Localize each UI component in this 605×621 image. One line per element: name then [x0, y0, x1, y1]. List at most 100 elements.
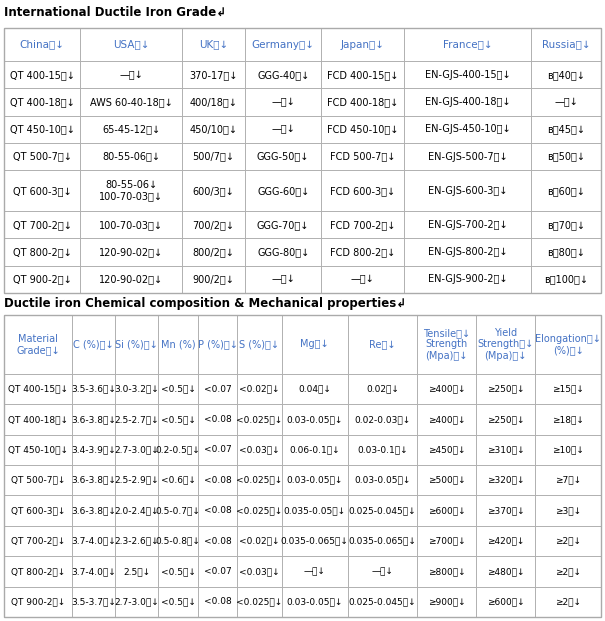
Bar [282, 404, 348, 435]
Bar [535, 526, 601, 556]
Text: ≥250。↓: ≥250。↓ [487, 415, 525, 424]
Bar [158, 315, 198, 374]
Bar [404, 116, 531, 143]
Text: <0.07: <0.07 [204, 445, 231, 455]
Bar [182, 211, 245, 238]
Bar [321, 61, 404, 88]
Bar [348, 315, 417, 374]
Bar [245, 211, 321, 238]
Text: 0.5-0.8。↓: 0.5-0.8。↓ [156, 537, 201, 545]
Text: <0.02。↓: <0.02。↓ [239, 537, 280, 545]
Bar [80, 116, 182, 143]
Text: Russia。↓: Russia。↓ [542, 40, 590, 50]
Bar [182, 28, 245, 61]
Bar [321, 211, 404, 238]
Text: <0.5。↓: <0.5。↓ [161, 415, 195, 424]
Bar [348, 496, 417, 526]
Text: ≥2。↓: ≥2。↓ [555, 597, 581, 606]
Text: QT 450-10。↓: QT 450-10。↓ [10, 124, 74, 134]
Text: ≥370。↓: ≥370。↓ [487, 506, 525, 515]
Text: 2.3-2.6。↓: 2.3-2.6。↓ [114, 537, 159, 545]
Bar [115, 587, 158, 617]
Bar [348, 465, 417, 496]
Text: 900/2。↓: 900/2。↓ [192, 274, 235, 284]
Bar [237, 465, 282, 496]
Text: 2.5。↓: 2.5。↓ [123, 567, 150, 576]
Text: 0.5-0.7。↓: 0.5-0.7。↓ [156, 506, 201, 515]
Text: QT 450-10。↓: QT 450-10。↓ [8, 445, 68, 455]
Text: AWS 60-40-18。↓: AWS 60-40-18。↓ [90, 97, 172, 107]
Bar [531, 61, 601, 88]
Bar [282, 556, 348, 587]
Bar [417, 556, 476, 587]
Text: UK。↓: UK。↓ [199, 40, 228, 50]
Text: Ductile iron Chemical composition & Mechanical properties↲: Ductile iron Chemical composition & Mech… [4, 297, 406, 310]
Text: Yield
Strength。↓
(Mpa)。↓: Yield Strength。↓ (Mpa)。↓ [477, 328, 534, 361]
Bar [417, 587, 476, 617]
Bar [321, 266, 404, 293]
Bar [115, 465, 158, 496]
Text: 2.5-2.7。↓: 2.5-2.7。↓ [114, 415, 159, 424]
Bar [476, 556, 535, 587]
Text: ≥7。↓: ≥7。↓ [555, 476, 581, 485]
Bar [321, 170, 404, 211]
Bar [531, 116, 601, 143]
Bar [531, 88, 601, 116]
Bar [198, 404, 237, 435]
Bar [237, 374, 282, 404]
Text: Elongation。↓
(%)。↓: Elongation。↓ (%)。↓ [535, 333, 601, 355]
Text: EN-GJS-900-2。↓: EN-GJS-900-2。↓ [428, 274, 508, 284]
Text: <0.08: <0.08 [204, 415, 231, 424]
Text: Si (%)。↓: Si (%)。↓ [115, 340, 158, 350]
Bar [115, 374, 158, 404]
Text: ≥450。↓: ≥450。↓ [428, 445, 465, 455]
Text: QT 400-18。↓: QT 400-18。↓ [10, 97, 74, 107]
Text: USA。↓: USA。↓ [113, 40, 149, 50]
Text: P (%)。↓: P (%)。↓ [197, 340, 237, 350]
Text: в䑴50。↓: в䑴50。↓ [547, 152, 585, 161]
Text: ≥2。↓: ≥2。↓ [555, 567, 581, 576]
Text: 0.03-0.1。↓: 0.03-0.1。↓ [357, 445, 408, 455]
Text: FCD 400-15。↓: FCD 400-15。↓ [327, 70, 398, 79]
Text: FCD 500-7。↓: FCD 500-7。↓ [330, 152, 395, 161]
Bar [4, 61, 80, 88]
Text: —。↓: —。↓ [271, 97, 295, 107]
Text: ≥250。↓: ≥250。↓ [487, 384, 525, 394]
Bar [80, 170, 182, 211]
Text: Germany。↓: Germany。↓ [252, 40, 315, 50]
Text: EN-GJS-800-2。↓: EN-GJS-800-2。↓ [428, 247, 508, 257]
Bar [404, 238, 531, 266]
Text: 0.025-0.045。↓: 0.025-0.045。↓ [348, 506, 416, 515]
Bar [535, 315, 601, 374]
Text: FCD 600-3。↓: FCD 600-3。↓ [330, 186, 395, 196]
Bar [237, 435, 282, 465]
Bar [404, 61, 531, 88]
Bar [321, 143, 404, 170]
Bar [115, 315, 158, 374]
Text: <0.07: <0.07 [204, 567, 231, 576]
Text: <0.025。↓: <0.025。↓ [236, 415, 283, 424]
Text: Japan。↓: Japan。↓ [341, 40, 384, 50]
Bar [4, 116, 80, 143]
Text: <0.025。↓: <0.025。↓ [236, 506, 283, 515]
Text: EN-GJS-400-15。↓: EN-GJS-400-15。↓ [425, 70, 511, 79]
Bar [404, 143, 531, 170]
Text: 0.03-0.05。↓: 0.03-0.05。↓ [286, 415, 343, 424]
Bar [417, 315, 476, 374]
Bar [321, 88, 404, 116]
Text: 3.6-3.8。↓: 3.6-3.8。↓ [71, 506, 116, 515]
Bar [198, 496, 237, 526]
Bar [237, 315, 282, 374]
Text: China。↓: China。↓ [19, 40, 65, 50]
Bar [245, 170, 321, 211]
Bar [476, 404, 535, 435]
Bar [417, 374, 476, 404]
Bar [115, 556, 158, 587]
Bar [417, 496, 476, 526]
Bar [72, 556, 115, 587]
Text: ≥600。↓: ≥600。↓ [487, 597, 525, 606]
Text: ≥800。↓: ≥800。↓ [428, 567, 465, 576]
Bar [237, 404, 282, 435]
Text: 3.5-3.7。↓: 3.5-3.7。↓ [71, 597, 116, 606]
Text: 120-90-02。↓: 120-90-02。↓ [99, 247, 163, 257]
